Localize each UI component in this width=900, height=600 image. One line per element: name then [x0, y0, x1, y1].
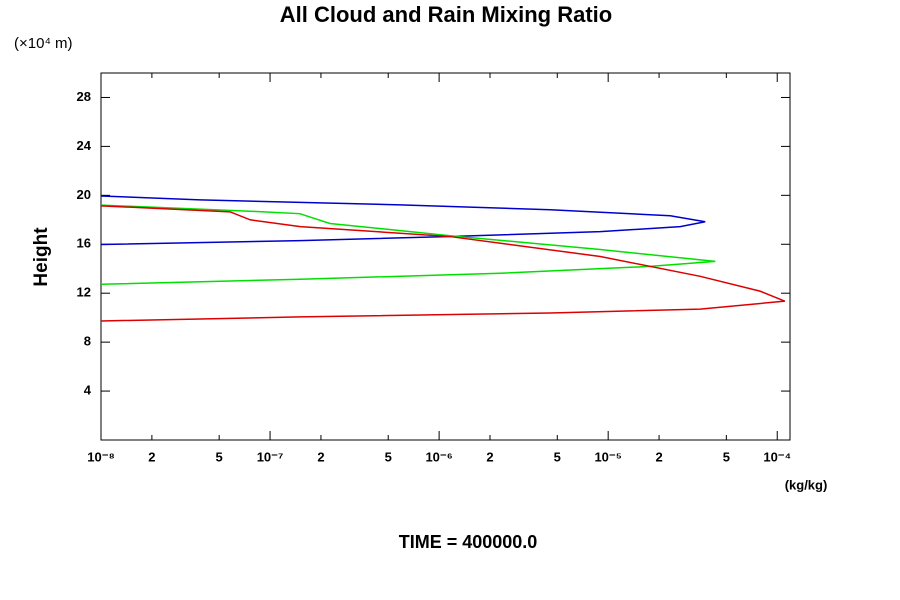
- x-tick-label: 10⁻⁴: [763, 449, 791, 464]
- x-unit: (kg/kg): [785, 477, 828, 492]
- x-tick-label: 10⁻⁶: [425, 449, 452, 464]
- series-line: [100, 204, 716, 286]
- y-tick-label: 16: [77, 236, 91, 251]
- x-tick-label: 2: [655, 449, 662, 464]
- y-tick-label: 8: [84, 334, 91, 349]
- x-tick-label: 5: [216, 449, 223, 464]
- x-tick-label: 10⁻⁸: [87, 449, 114, 464]
- series-line: [100, 205, 786, 322]
- y-tick-label: 24: [77, 138, 92, 153]
- x-tick-label: 10⁻⁵: [594, 449, 621, 464]
- x-tick-label: 5: [723, 449, 730, 464]
- plot-frame: [100, 72, 791, 441]
- x-tick-label: 5: [385, 449, 392, 464]
- chart-title: All Cloud and Rain Mixing Ratio: [280, 2, 612, 27]
- y-axis-label: Height: [31, 227, 52, 287]
- x-tick-label: 2: [317, 449, 324, 464]
- y-tick-label: 28: [77, 89, 91, 104]
- y-tick-label: 20: [77, 187, 91, 202]
- y-unit: (×10⁴ m): [14, 35, 73, 52]
- y-tick-label: 4: [84, 383, 92, 398]
- footer: TIME = 400000.0: [399, 532, 538, 552]
- x-tick-label: 5: [554, 449, 561, 464]
- x-tick-label: 10⁻⁷: [257, 449, 284, 464]
- x-tick-label: 2: [148, 449, 155, 464]
- x-tick-label: 2: [486, 449, 493, 464]
- y-tick-label: 12: [77, 285, 91, 300]
- series-line: [100, 195, 706, 246]
